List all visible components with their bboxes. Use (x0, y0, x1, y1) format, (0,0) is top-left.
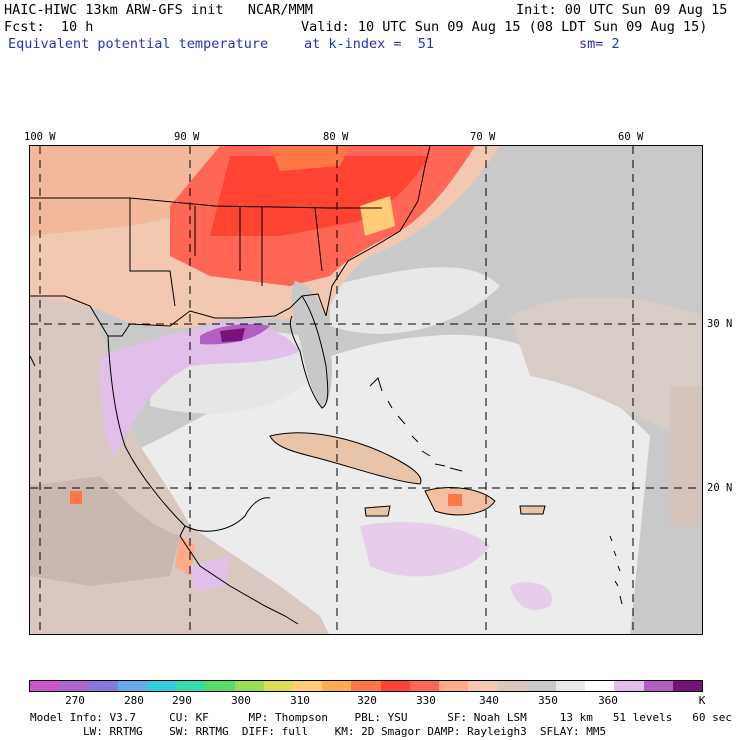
colorbar-swatch (672, 681, 703, 691)
colorbar-label: 320 (357, 694, 377, 707)
colorbar-swatch (30, 681, 60, 691)
lon-label-60w: 60 W (618, 131, 644, 143)
colorbar-label: 270 (65, 694, 85, 707)
colorbar-label: 280 (124, 694, 144, 707)
lat-label-30n: 30 N (707, 318, 733, 330)
colorbar-swatch (614, 681, 644, 691)
lon-label-100w: 100 W (24, 131, 56, 143)
colorbar-label: 290 (172, 694, 192, 707)
colorbar-swatch (585, 681, 615, 691)
forecast-hour: Fcst: 10 h (4, 19, 94, 35)
colorbar-label: 330 (416, 694, 436, 707)
colorbar-swatch (205, 681, 235, 691)
colorbar-swatch (176, 681, 206, 691)
level-label: at k-index = 51 (304, 36, 435, 52)
colorbar-swatch (555, 681, 586, 691)
model-info-line1: Model Info: V3.7 CU: KF MP: Thompson PBL… (30, 711, 732, 724)
smoothing-label: sm= 2 (579, 36, 620, 52)
lon-label-70w: 70 W (470, 131, 496, 143)
theta-e-map (29, 145, 703, 635)
colorbar-swatch (59, 681, 89, 691)
colorbar-swatch (146, 681, 177, 691)
colorbar-label: 350 (538, 694, 558, 707)
colorbar-swatch (497, 681, 527, 691)
colorbar-swatch (234, 681, 264, 691)
colorbar-swatch (439, 681, 469, 691)
valid-time: Valid: 10 UTC Sun 09 Aug 15 (08 LDT Sun … (301, 19, 708, 35)
lon-label-90w: 90 W (174, 131, 200, 143)
init-time: Init: 00 UTC Sun 09 Aug 15 (516, 2, 728, 18)
colorbar-swatch (526, 681, 556, 691)
colorbar-swatch (380, 681, 410, 691)
colorbar-swatch (322, 681, 352, 691)
lon-label-80w: 80 W (323, 131, 349, 143)
colorbar-swatch (292, 681, 323, 691)
lat-label-20n: 20 N (707, 482, 733, 494)
colorbar-swatch (263, 681, 293, 691)
model-title: HAIC-HIWC 13km ARW-GFS init NCAR/MMM (4, 2, 313, 18)
colorbar-swatch (117, 681, 147, 691)
colorbar-label: 360 (598, 694, 618, 707)
colorbar-swatch (409, 681, 440, 691)
colorbar-unit: K (698, 694, 706, 707)
colorbar-swatch (468, 681, 498, 691)
field-name: Equivalent potential temperature (8, 36, 269, 52)
colorbar (29, 680, 703, 692)
colorbar-swatch (643, 681, 673, 691)
colorbar-label: 340 (479, 694, 499, 707)
colorbar-swatch (351, 681, 381, 691)
colorbar-label: 310 (290, 694, 310, 707)
model-info-line2: LW: RRTMG SW: RRTMG DIFF: full KM: 2D Sm… (30, 725, 607, 738)
colorbar-swatch (88, 681, 118, 691)
colorbar-label: 300 (231, 694, 251, 707)
